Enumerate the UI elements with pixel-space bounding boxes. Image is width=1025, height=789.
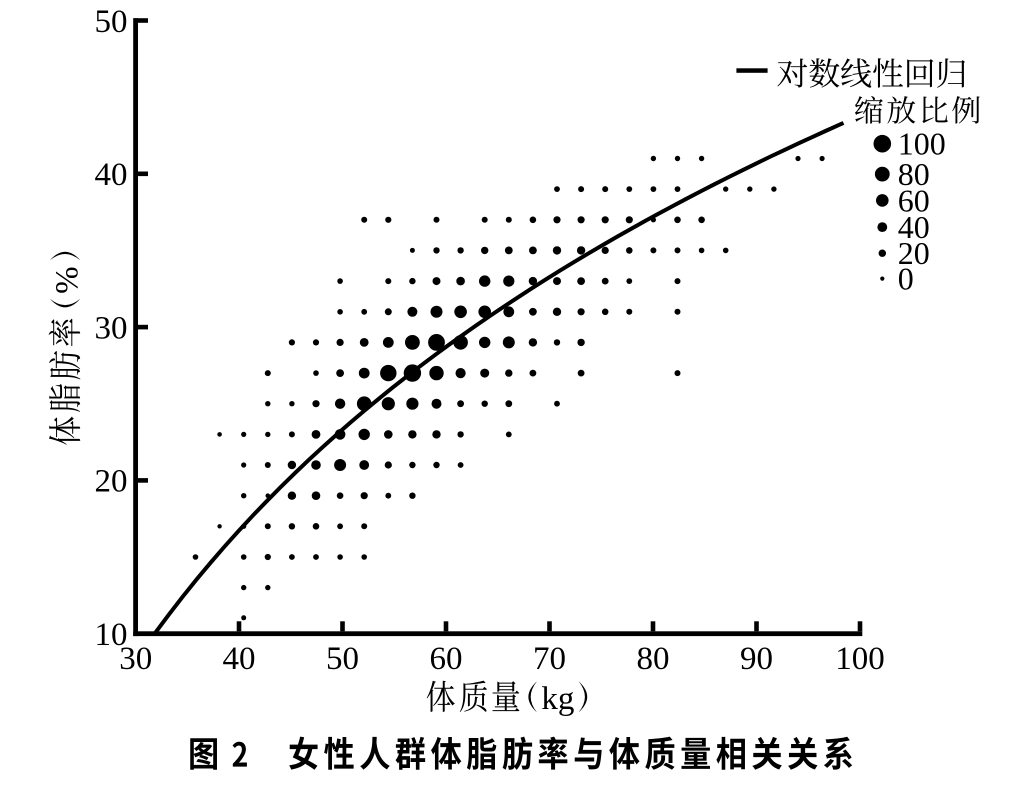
svg-text:30: 30	[119, 641, 152, 677]
svg-text:50: 50	[95, 4, 128, 40]
svg-text:100: 100	[835, 641, 885, 677]
svg-text:40: 40	[223, 641, 256, 677]
svg-text:80: 80	[637, 641, 670, 677]
svg-text:90: 90	[740, 641, 773, 677]
svg-text:100: 100	[898, 126, 946, 162]
svg-text:10: 10	[95, 617, 128, 653]
svg-text:70: 70	[533, 641, 566, 677]
svg-text:40: 40	[95, 157, 128, 193]
svg-text:kg: kg	[541, 681, 574, 717]
svg-text:60: 60	[430, 641, 463, 677]
svg-text:50: 50	[326, 641, 359, 677]
svg-text:%: %	[50, 266, 86, 294]
svg-text:30: 30	[95, 310, 128, 346]
svg-text:80: 80	[898, 156, 930, 192]
svg-text:20: 20	[95, 464, 128, 500]
svg-text:0: 0	[898, 261, 914, 297]
svg-text:20: 20	[898, 235, 930, 271]
svg-text:60: 60	[898, 182, 930, 218]
svg-text:40: 40	[898, 209, 930, 245]
